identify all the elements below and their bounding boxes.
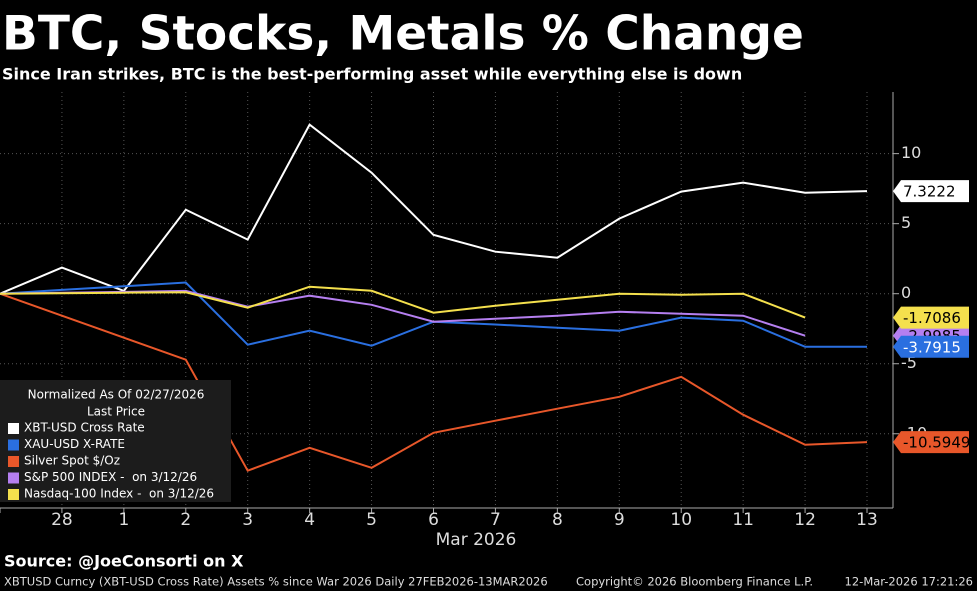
legend-swatch bbox=[8, 423, 19, 434]
source: Source: @JoeConsorti on X bbox=[4, 552, 244, 571]
x-tick-label: 5 bbox=[366, 510, 377, 530]
x-tick-label: 2 bbox=[180, 510, 191, 530]
x-tick-label: 1 bbox=[118, 510, 129, 530]
chart-title: BTC, Stocks, Metals % Change bbox=[2, 7, 804, 62]
legend-swatch bbox=[8, 489, 19, 500]
x-tick-label: 12 bbox=[794, 510, 816, 530]
legend-box bbox=[0, 380, 231, 502]
y-tick-label: -5 bbox=[901, 353, 917, 372]
last-value-label: -1.7086 bbox=[903, 309, 961, 327]
y-tick-label: 0 bbox=[901, 283, 911, 302]
legend-swatch bbox=[8, 456, 19, 467]
last-value-label: -10.5949 bbox=[903, 434, 970, 452]
x-tick-label: 8 bbox=[552, 510, 563, 530]
x-tick-label: 6 bbox=[428, 510, 439, 530]
last-value-box bbox=[893, 431, 969, 454]
footer-copyright: Copyright© 2026 Bloomberg Finance L.P. bbox=[576, 575, 813, 589]
y-tick-label: 5 bbox=[901, 213, 911, 232]
legend-label: XAU-USD X-RATE bbox=[24, 437, 125, 451]
last-value-box bbox=[893, 306, 969, 329]
x-tick-label: 4 bbox=[304, 510, 315, 530]
footer-timestamp: 12-Mar-2026 17:21:26 bbox=[845, 575, 973, 589]
x-tick-label: 7 bbox=[490, 510, 501, 530]
footer-left: XBTUSD Curncy (XBT-USD Cross Rate) Asset… bbox=[4, 575, 548, 589]
chart-subtitle: Since Iran strikes, BTC is the best-perf… bbox=[2, 65, 742, 84]
last-value-label: -3.7915 bbox=[903, 338, 961, 356]
series-line bbox=[0, 123, 868, 295]
last-value-box bbox=[893, 180, 969, 203]
x-tick-label: 9 bbox=[614, 510, 625, 530]
y-tick-label: 10 bbox=[901, 143, 921, 162]
x-axis-label: Mar 2026 bbox=[436, 530, 517, 550]
x-tick-label: 3 bbox=[242, 510, 253, 530]
legend-title: Last Price bbox=[87, 405, 145, 419]
x-tick-label: 11 bbox=[732, 510, 754, 530]
legend-label: Nasdaq-100 Index - on 3/12/26 bbox=[24, 487, 214, 501]
legend-label: Silver Spot $/Oz bbox=[24, 454, 120, 468]
legend-title: Normalized As Of 02/27/2026 bbox=[28, 388, 205, 402]
series-line bbox=[0, 285, 806, 319]
legend-swatch bbox=[8, 472, 19, 484]
legend-label: S&P 500 INDEX - on 3/12/26 bbox=[24, 470, 197, 484]
legend-label: XBT-USD Cross Rate bbox=[24, 421, 145, 435]
series-line bbox=[0, 292, 868, 472]
last-value-label: 7.3222 bbox=[903, 183, 956, 201]
x-tick-label: 10 bbox=[670, 510, 692, 530]
last-value-box bbox=[893, 335, 969, 358]
x-tick-label: 28 bbox=[51, 510, 73, 530]
legend-swatch bbox=[8, 439, 19, 451]
x-tick-label: 13 bbox=[856, 510, 878, 530]
